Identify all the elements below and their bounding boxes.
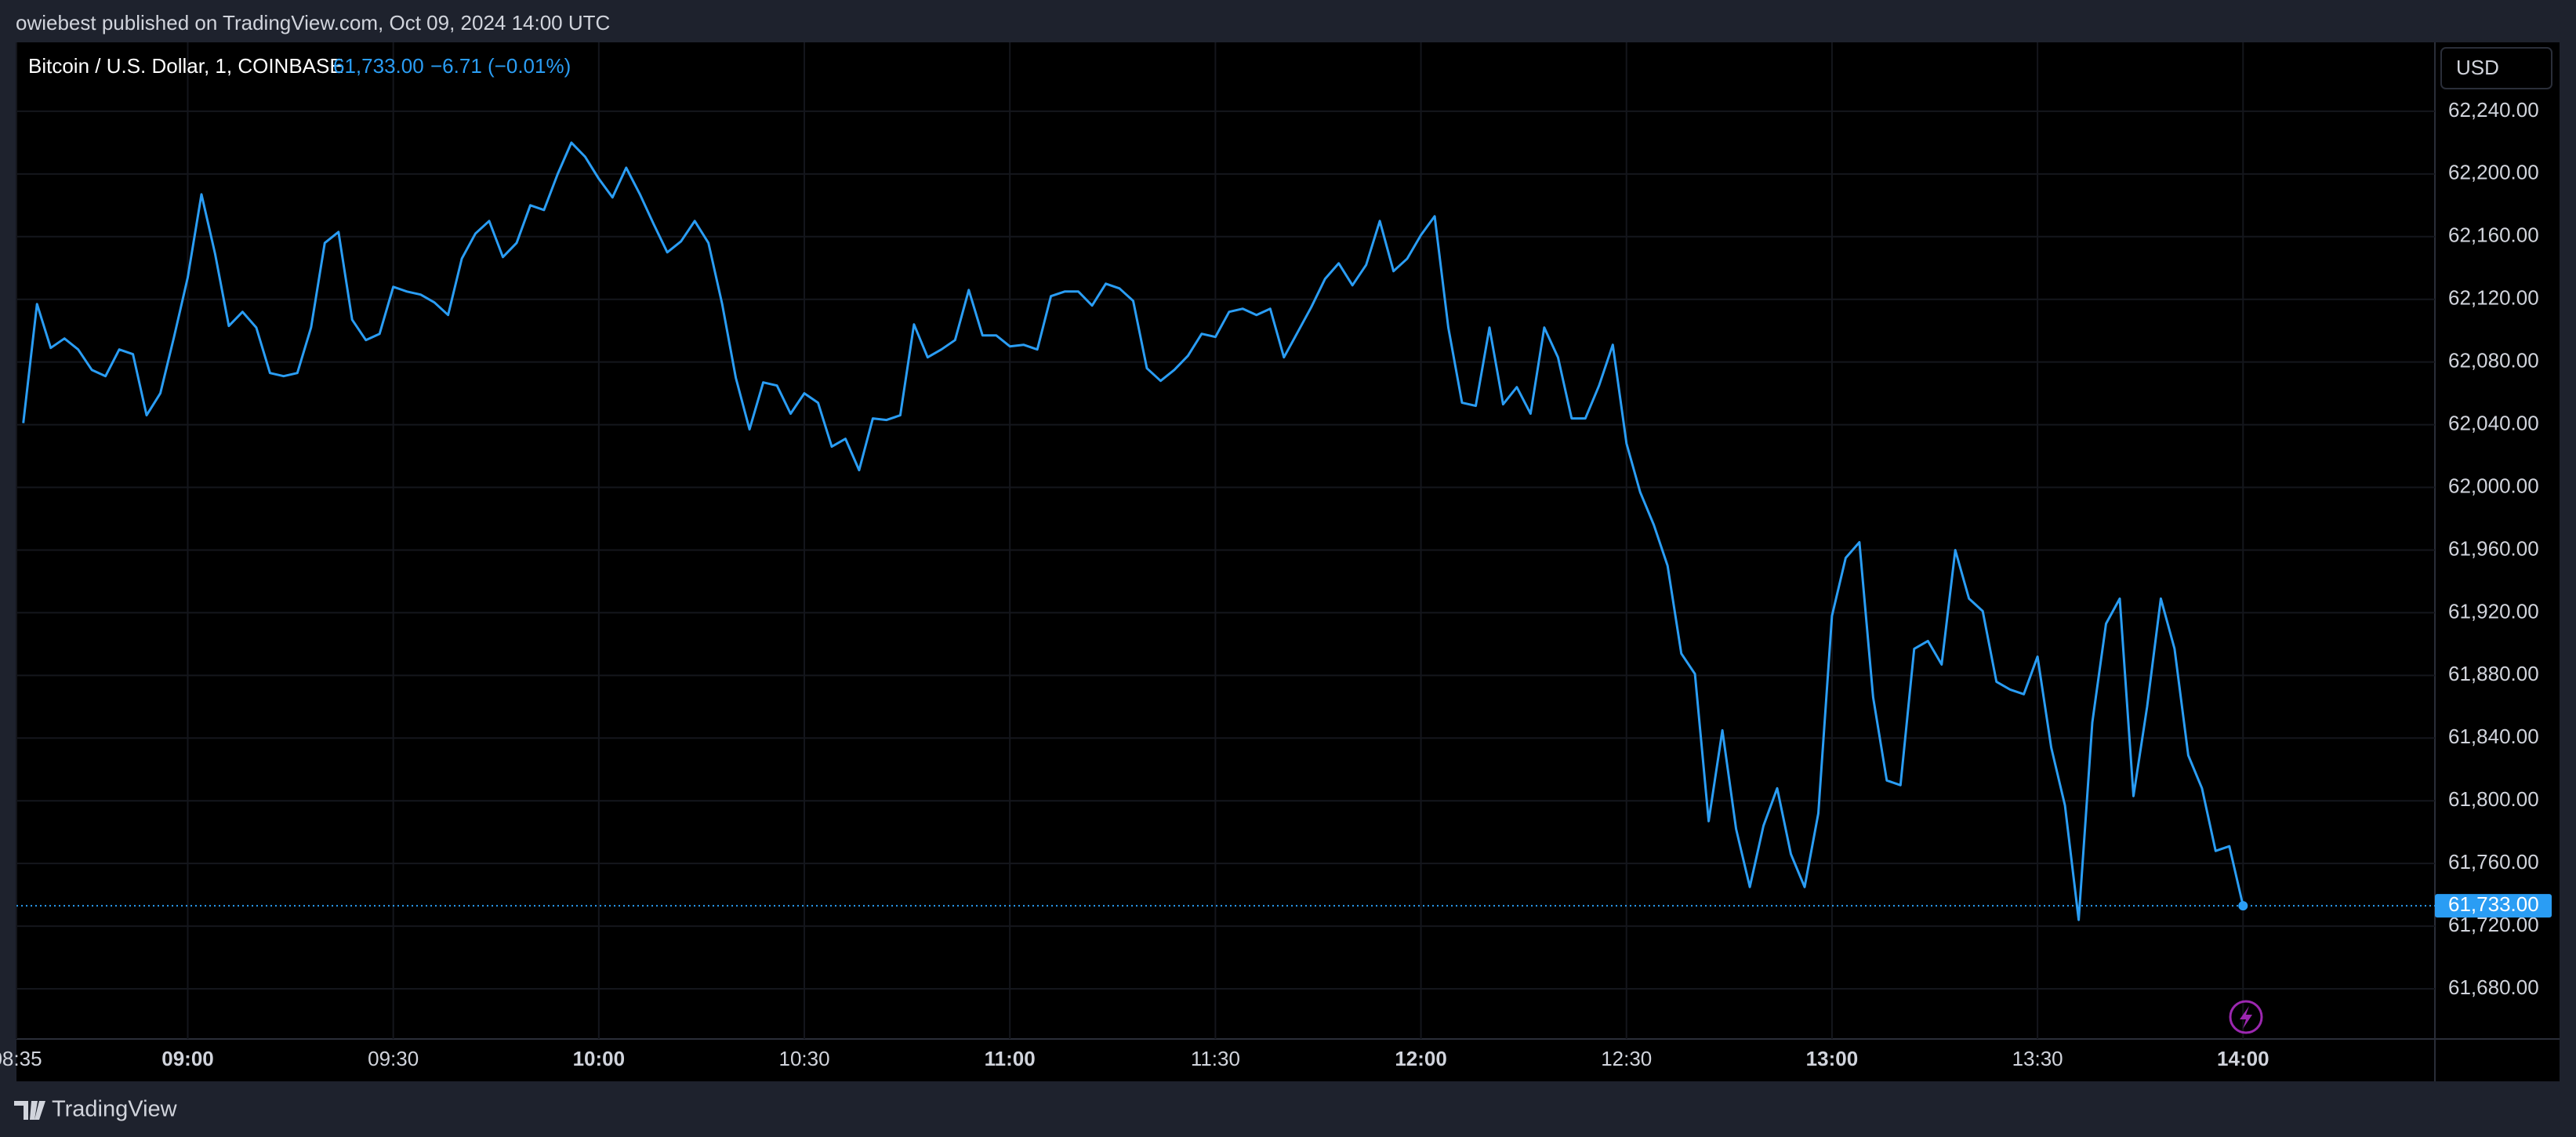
last-price-box	[2435, 894, 2552, 918]
y-tick-label: 61,960.00	[2448, 536, 2539, 560]
axes: 61,680.0061,720.0061,760.0061,800.0061,8…	[0, 98, 2552, 1070]
alert-icon-ring[interactable]	[2229, 1000, 2263, 1034]
header-last-price: 61,733.00	[333, 54, 424, 78]
x-tick-label: 13:00	[1806, 1047, 1859, 1070]
header-change: −6.71 (−0.01%)	[430, 54, 571, 78]
price-line	[22, 141, 2244, 921]
x-tick-label: 09:00	[161, 1047, 214, 1070]
y-tick-label: 62,240.00	[2448, 98, 2539, 122]
y-tick-label: 62,200.00	[2448, 161, 2539, 184]
bottom-bar	[0, 1081, 2576, 1137]
x-tick-label: 10:00	[573, 1047, 626, 1070]
x-tick-label: 09:30	[368, 1047, 419, 1070]
x-tick-label: 10:30	[778, 1047, 829, 1070]
y-tick-label: 62,160.00	[2448, 223, 2539, 247]
brand-text[interactable]: TradingView	[52, 1097, 178, 1122]
y-tick-label: 61,920.00	[2448, 599, 2539, 623]
alert-icon-bolt[interactable]	[2240, 1006, 2252, 1029]
last-price-label: 61,733.00	[2448, 892, 2539, 916]
brand-logo[interactable]: TradingView	[14, 1097, 178, 1122]
publisher-text: owiebest published on TradingView.com, O…	[16, 11, 610, 35]
y-tick-label: 62,000.00	[2448, 474, 2539, 497]
symbol-title: Bitcoin / U.S. Dollar, 1, COINBASE	[28, 54, 343, 78]
x-tick-label: 11:00	[985, 1047, 1036, 1070]
y-tick-label: 61,680.00	[2448, 975, 2539, 999]
y-tick-label: 62,120.00	[2448, 286, 2539, 310]
y-tick-label: 62,080.00	[2448, 349, 2539, 372]
currency-button[interactable]	[2440, 47, 2552, 89]
x-tick-label: 12:00	[1395, 1047, 1447, 1070]
currency-label[interactable]: USD	[2456, 56, 2499, 79]
y-tick-label: 62,040.00	[2448, 411, 2539, 434]
chart-pane	[16, 42, 2560, 1081]
y-tick-label: 61,840.00	[2448, 725, 2539, 748]
last-price-dot	[2238, 901, 2248, 911]
brand-mark[interactable]	[14, 1101, 45, 1120]
x-tick-label: 14:00	[2217, 1047, 2269, 1070]
top-bar	[0, 0, 2576, 42]
y-tick-label: 61,800.00	[2448, 787, 2539, 811]
x-tick-label: 12:30	[1601, 1047, 1652, 1070]
y-tick-label: 61,760.00	[2448, 850, 2539, 874]
x-tick-label: 08:35	[0, 1047, 42, 1070]
plot	[16, 141, 2435, 921]
alert-icon[interactable]	[2229, 1000, 2263, 1034]
y-tick-label: 61,880.00	[2448, 662, 2539, 685]
x-tick-label: 13:30	[2012, 1047, 2063, 1070]
x-tick-label: 11:30	[1191, 1047, 1240, 1070]
